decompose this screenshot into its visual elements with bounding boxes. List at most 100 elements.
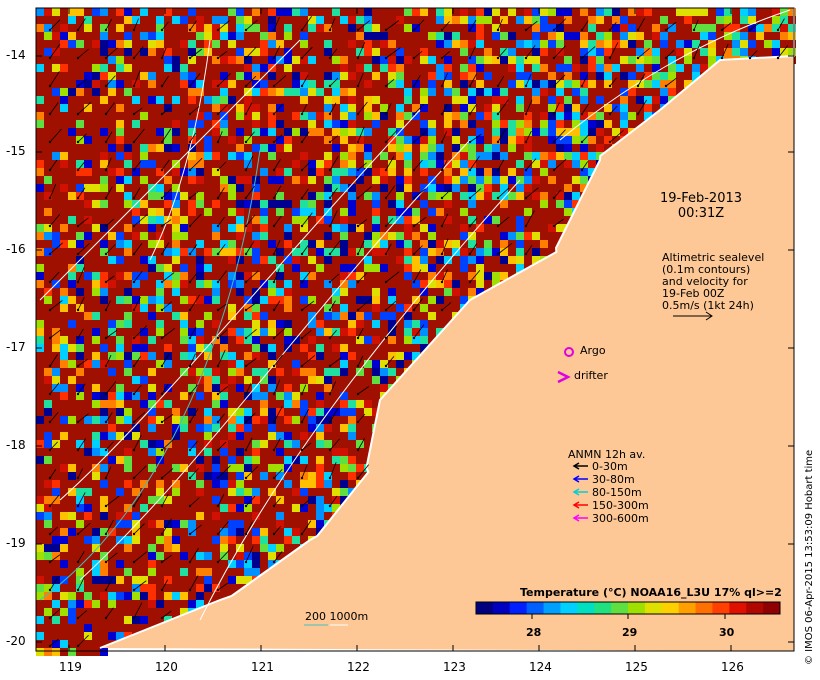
velocity-arrow — [693, 43, 701, 59]
velocity-arrow — [105, 495, 120, 507]
velocity-arrow-base — [188, 28, 192, 32]
velocity-arrow — [301, 330, 312, 339]
velocity-arrow-base — [328, 252, 332, 256]
velocity-arrow — [273, 159, 281, 171]
velocity-arrow-base — [328, 392, 332, 396]
velocity-arrow-base — [524, 224, 528, 228]
argo-marker — [564, 347, 574, 357]
velocity-arrow-base — [552, 196, 556, 200]
velocity-arrow-base — [328, 448, 332, 452]
velocity-arrow-base — [188, 168, 192, 172]
velocity-arrow-base — [300, 392, 304, 396]
velocity-arrow-base — [356, 112, 360, 116]
velocity-arrow-base — [272, 336, 276, 340]
velocity-arrow-base — [76, 476, 80, 480]
velocity-arrow — [133, 243, 143, 255]
colorbar-segment — [492, 602, 511, 614]
velocity-arrow — [217, 349, 226, 367]
colorbar-segment — [509, 602, 528, 614]
velocity-arrow-base — [48, 588, 52, 592]
velocity-arrow-base — [384, 84, 388, 88]
velocity-arrow-base — [76, 28, 80, 32]
velocity-arrow-base — [356, 336, 360, 340]
velocity-arrow-base — [496, 28, 500, 32]
velocity-arrow-base — [76, 336, 80, 340]
velocity-arrow — [77, 576, 85, 591]
velocity-arrow-base — [244, 196, 248, 200]
velocity-arrow-base — [104, 224, 108, 228]
date-label: 19-Feb-2013 00:31Z — [659, 191, 743, 221]
velocity-arrow-base — [748, 28, 752, 32]
velocity-arrow-base — [160, 448, 164, 452]
velocity-arrow — [413, 298, 423, 311]
velocity-arrow-base — [132, 252, 136, 256]
velocity-arrow — [385, 156, 395, 171]
velocity-arrow-base — [104, 56, 108, 60]
velocity-arrow-base — [328, 420, 332, 424]
velocity-arrow — [105, 300, 111, 311]
velocity-arrow — [273, 469, 283, 479]
velocity-arrow-base — [160, 56, 164, 60]
velocity-arrow — [329, 357, 342, 367]
velocity-arrow — [77, 438, 87, 451]
velocity-arrow-base — [468, 140, 472, 144]
velocity-arrow-base — [300, 168, 304, 172]
velocity-arrow — [273, 438, 281, 451]
depth-contour — [39, 149, 261, 601]
velocity-arrow-base — [48, 252, 52, 256]
velocity-arrow-base — [272, 420, 276, 424]
velocity-arrow-base — [104, 28, 108, 32]
velocity-arrow-base — [132, 112, 136, 116]
velocity-arrow-base — [132, 532, 136, 536]
velocity-arrow-base — [48, 28, 52, 32]
velocity-arrow-base — [412, 196, 416, 200]
velocity-arrow — [413, 216, 427, 227]
velocity-arrow-base — [468, 56, 472, 60]
velocity-arrow — [161, 128, 172, 143]
velocity-arrow-base — [496, 112, 500, 116]
velocity-arrow-base — [132, 196, 136, 200]
velocity-arrow — [77, 297, 85, 311]
velocity-arrow — [189, 157, 203, 171]
velocity-arrow-base — [188, 112, 192, 116]
credit-text: © IMOS 06-Apr-2015 13:53:09 Hobart time — [804, 449, 815, 665]
velocity-arrow — [245, 383, 252, 395]
velocity-arrow-base — [300, 308, 304, 312]
velocity-arrow-base — [440, 224, 444, 228]
velocity-arrow — [217, 216, 225, 227]
velocity-arrow — [189, 73, 201, 87]
velocity-arrow-base — [244, 308, 248, 312]
velocity-arrow-base — [524, 140, 528, 144]
velocity-arrow-base — [216, 280, 220, 284]
velocity-arrow-base — [552, 140, 556, 144]
velocity-arrow — [301, 271, 311, 283]
markers — [304, 311, 713, 626]
velocity-arrow-base — [244, 140, 248, 144]
velocity-arrow-base — [104, 420, 108, 424]
velocity-arrow — [273, 215, 282, 227]
velocity-arrow — [189, 408, 199, 423]
velocity-arrow-base — [300, 448, 304, 452]
velocity-arrow-base — [188, 336, 192, 340]
velocity-arrow — [133, 46, 144, 59]
velocity-arrow-base — [496, 196, 500, 200]
velocity-arrow — [413, 132, 426, 143]
velocity-arrow-base — [104, 616, 108, 620]
colorbar-segment — [729, 602, 747, 614]
velocity-arrow-base — [48, 168, 52, 172]
velocity-arrow-base — [188, 56, 192, 60]
velocity-arrow — [777, 45, 789, 59]
velocity-arrow — [385, 218, 394, 227]
lat-tick-label: -19 — [6, 536, 26, 550]
velocity-arrow — [189, 547, 200, 563]
velocity-arrow — [161, 242, 170, 255]
velocity-arrow-base — [440, 308, 444, 312]
velocity-arrow — [553, 129, 566, 143]
velocity-arrow-base — [440, 252, 444, 256]
velocity-arrow — [77, 242, 90, 255]
velocity-arrow-base — [440, 84, 444, 88]
velocity-arrow — [357, 298, 372, 311]
colorbar-segment — [577, 602, 595, 614]
velocity-arrow — [329, 381, 337, 395]
velocity-arrow — [329, 462, 337, 479]
